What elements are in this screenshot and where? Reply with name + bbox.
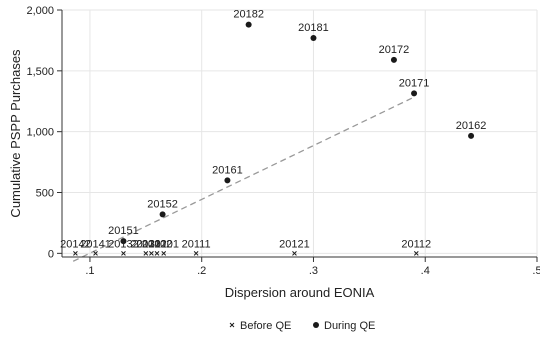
y-tick-label: 500 [36, 188, 54, 200]
axes [61, 10, 537, 258]
point-label-during-qe: 20181 [298, 22, 329, 34]
x-tick-label: .1 [85, 265, 94, 277]
point-stroke [143, 250, 149, 256]
point-before-qe [413, 250, 419, 256]
y-tick-label: 1,500 [26, 66, 54, 78]
point-during-qe [159, 211, 166, 218]
legend-item-before-qe: Before QE [229, 320, 291, 332]
x-tick-label: .4 [421, 265, 430, 277]
point-label-before-qe: 20131 [131, 238, 162, 250]
point-stroke [413, 250, 419, 256]
legend-label-during-qe: During QE [324, 320, 375, 332]
x-axis-title: Dispersion around EONIA [225, 285, 375, 300]
point-label-before-qe: 20141 [80, 238, 111, 250]
point-label-before-qe: 20142 [60, 238, 91, 250]
point-before-qe [121, 250, 126, 256]
point-stroke [292, 250, 297, 256]
point-stroke [121, 250, 126, 256]
x-axis-ticks: .1 .2 .3 .4 .5 [85, 257, 540, 277]
point-before-qe [73, 250, 78, 256]
point-stroke [193, 250, 199, 256]
point-before-qe [154, 250, 160, 256]
point-label-during-qe: 20162 [456, 120, 487, 132]
point-label-during-qe: 20151 [108, 225, 139, 237]
legend-marker-dot [313, 322, 319, 328]
point-during-qe [310, 34, 317, 41]
data-points [73, 21, 475, 256]
point-label-before-qe: 20111 [182, 238, 211, 250]
x-tick-label: .2 [197, 265, 206, 277]
point-label-before-qe: 20102 [142, 238, 173, 250]
point-during-qe [468, 132, 475, 139]
point-stroke [93, 250, 98, 256]
fit-line [72, 97, 413, 262]
y-axis-title: Cumulative PSPP Purchases [8, 49, 23, 218]
point-before-qe [292, 250, 297, 256]
y-tick-label: 0 [48, 248, 54, 260]
point-label-before-qe: 20121 [279, 238, 310, 250]
point-before-qe [93, 250, 98, 256]
legend-label-before-qe: Before QE [240, 320, 291, 332]
point-before-qe [143, 250, 149, 256]
point-label-during-qe: 20152 [147, 198, 178, 210]
point-during-qe [390, 56, 397, 63]
point-during-qe [245, 21, 252, 28]
legend-marker-circle [313, 322, 319, 328]
point-label-before-qe: 20101 [148, 238, 179, 250]
point-label-during-qe: 20161 [212, 164, 243, 176]
x-tick-label: .3 [309, 265, 318, 277]
x-tick-label: .5 [532, 265, 540, 277]
legend-marker-x [229, 322, 235, 328]
y-axis-ticks: 0 500 1,000 1,500 2,000 [26, 5, 62, 260]
point-during-qe [120, 238, 127, 245]
gridlines [62, 9, 538, 257]
point-label-before-qe: 20112 [401, 238, 431, 250]
y-tick-label: 2,000 [26, 5, 54, 17]
point-during-qe [411, 90, 418, 97]
point-stroke [73, 250, 78, 256]
y-tick-label: 1,000 [26, 127, 54, 139]
legend-item-during-qe: During QE [313, 320, 375, 332]
fit-line-group [72, 97, 413, 262]
point-label-before-qe: 20122 [136, 238, 167, 250]
point-stroke [154, 250, 160, 256]
point-label-during-qe: 20172 [379, 44, 410, 56]
point-before-qe [149, 250, 154, 256]
point-before-qe [161, 250, 167, 256]
point-stroke [149, 250, 154, 256]
point-before-qe [193, 250, 199, 256]
point-during-qe [224, 177, 231, 184]
point-label-during-qe: 20182 [233, 9, 264, 21]
point-stroke [161, 250, 167, 256]
point-label-before-qe: 20132 [108, 238, 139, 250]
legend-marker-stroke [229, 322, 235, 328]
point-label-during-qe: 20171 [399, 77, 430, 89]
legend: Before QE During QE [229, 320, 375, 332]
